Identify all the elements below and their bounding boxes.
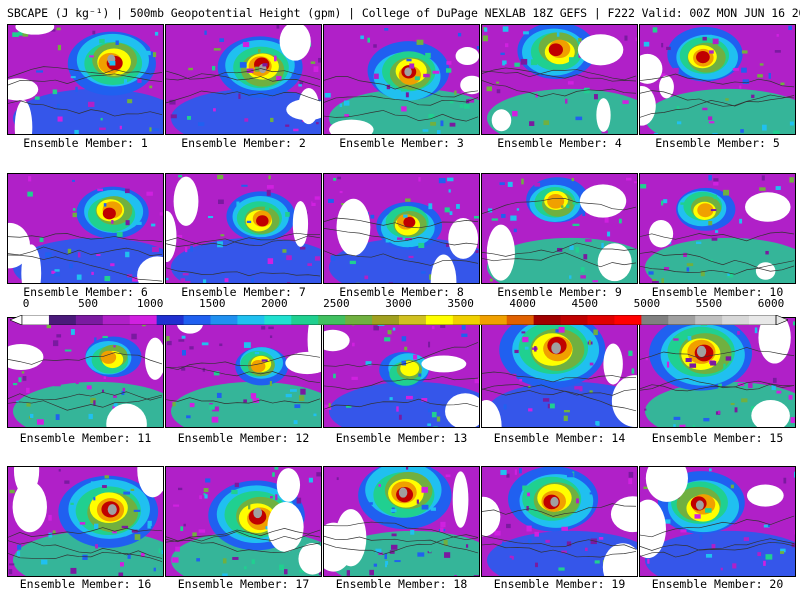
ensemble-member-label: Ensemble Member: 9 — [497, 285, 622, 299]
ensemble-member-label: Ensemble Member: 2 — [181, 136, 306, 150]
colorbar-tick-label: 4000 — [509, 297, 536, 310]
colorbar-tick-label: 1500 — [199, 297, 226, 310]
colorbar-swatch — [452, 315, 481, 325]
colorbar-swatch — [399, 315, 427, 325]
ensemble-panel-map — [323, 24, 480, 135]
ensemble-panel-map — [7, 466, 164, 577]
ensemble-member-label: Ensemble Member: 16 — [19, 577, 152, 591]
colorbar-swatch — [506, 315, 535, 325]
colorbar-swatch — [48, 315, 77, 325]
ensemble-member-label: Ensemble Member: 8 — [339, 285, 464, 299]
colorbar-swatch — [587, 315, 615, 325]
colorbar-tick-label: 500 — [78, 297, 99, 310]
colorbar-swatch — [183, 315, 211, 325]
colorbar-swatch — [695, 315, 723, 325]
colorbar-swatch — [641, 315, 669, 325]
colorbar-swatch — [372, 315, 400, 325]
ensemble-member-label: Ensemble Member: 20 — [651, 577, 784, 591]
colorbar-tick-label: 4500 — [571, 297, 599, 310]
colorbar-swatch — [533, 315, 562, 325]
ensemble-panel-map — [639, 317, 796, 428]
ensemble-panel-map — [481, 317, 638, 428]
ensemble-member-label: Ensemble Member: 19 — [493, 577, 626, 591]
ensemble-member-label: Ensemble Member: 6 — [23, 285, 148, 299]
ensemble-panel-map — [165, 24, 322, 135]
ensemble-panel-map — [165, 173, 322, 284]
colorbar-tick-label: 3000 — [385, 297, 412, 310]
colorbar-swatch — [614, 315, 642, 325]
colorbar-tick-label: 0 — [22, 297, 30, 310]
colorbar-swatch — [264, 315, 292, 325]
colorbar-swatch — [291, 315, 319, 325]
ensemble-member-label: Ensemble Member: 4 — [497, 136, 622, 150]
colorbar-tick-label: 1000 — [136, 297, 164, 310]
colorbar-swatch — [749, 315, 777, 325]
colorbar-swatch — [237, 315, 265, 325]
ensemble-member-label: Ensemble Member: 14 — [493, 431, 626, 445]
colorbar-right-arrow — [775, 314, 789, 326]
ensemble-panel-map — [323, 466, 480, 577]
ensemble-panel-map — [7, 24, 164, 135]
ensemble-panel-map — [639, 24, 796, 135]
colorbar-swatch — [156, 315, 185, 325]
colorbar-swatch — [318, 315, 346, 325]
colorbar-swatch — [345, 315, 373, 325]
colorbar-swatch — [22, 315, 50, 325]
map-title: SBCAPE (J kg⁻¹) | 500mb Geopotential Hei… — [7, 6, 800, 20]
colorbar — [9, 310, 789, 326]
colorbar-swatch — [560, 315, 588, 325]
ensemble-panel-map — [639, 173, 796, 284]
colorbar-swatch — [479, 315, 508, 325]
colorbar-tick-label: 3500 — [447, 297, 474, 310]
ensemble-panel-map — [639, 466, 796, 577]
ensemble-panel-map — [481, 466, 638, 577]
ensemble-member-label: Ensemble Member: 7 — [181, 285, 306, 299]
colorbar-swatch — [668, 315, 696, 325]
ensemble-member-label: Ensemble Member: 15 — [651, 431, 784, 445]
colorbar-swatch — [102, 315, 131, 325]
ensemble-member-label: Ensemble Member: 11 — [19, 431, 152, 445]
ensemble-panel-map — [7, 317, 164, 428]
ensemble-member-label: Ensemble Member: 3 — [339, 136, 464, 150]
ensemble-panel-map — [165, 317, 322, 428]
colorbar-tick-label: 2000 — [261, 297, 288, 310]
ensemble-panel-map — [7, 173, 164, 284]
ensemble-member-label: Ensemble Member: 12 — [177, 431, 310, 445]
colorbar-tick-label: 5000 — [633, 297, 661, 310]
ensemble-panel-map — [481, 24, 638, 135]
ensemble-member-label: Ensemble Member: 13 — [335, 431, 468, 445]
ensemble-panel-map — [323, 173, 480, 284]
ensemble-member-label: Ensemble Member: 1 — [23, 136, 148, 150]
colorbar-swatch — [75, 315, 104, 325]
colorbar-swatch — [425, 315, 454, 325]
colorbar-left-arrow — [9, 314, 23, 326]
ensemble-member-label: Ensemble Member: 10 — [651, 285, 784, 299]
colorbar-swatch — [210, 315, 238, 325]
ensemble-member-label: Ensemble Member: 18 — [335, 577, 468, 591]
colorbar-tick-label: 6000 — [757, 297, 785, 310]
ensemble-member-label: Ensemble Member: 17 — [177, 577, 310, 591]
ensemble-panel-map — [323, 317, 480, 428]
colorbar-swatch — [722, 315, 750, 325]
colorbar-tick-label: 5500 — [695, 297, 723, 310]
ensemble-panel-map — [481, 173, 638, 284]
ensemble-panel-map — [165, 466, 322, 577]
colorbar-tick-label: 2500 — [323, 297, 350, 310]
ensemble-member-label: Ensemble Member: 5 — [655, 136, 780, 150]
colorbar-swatch — [129, 315, 158, 325]
